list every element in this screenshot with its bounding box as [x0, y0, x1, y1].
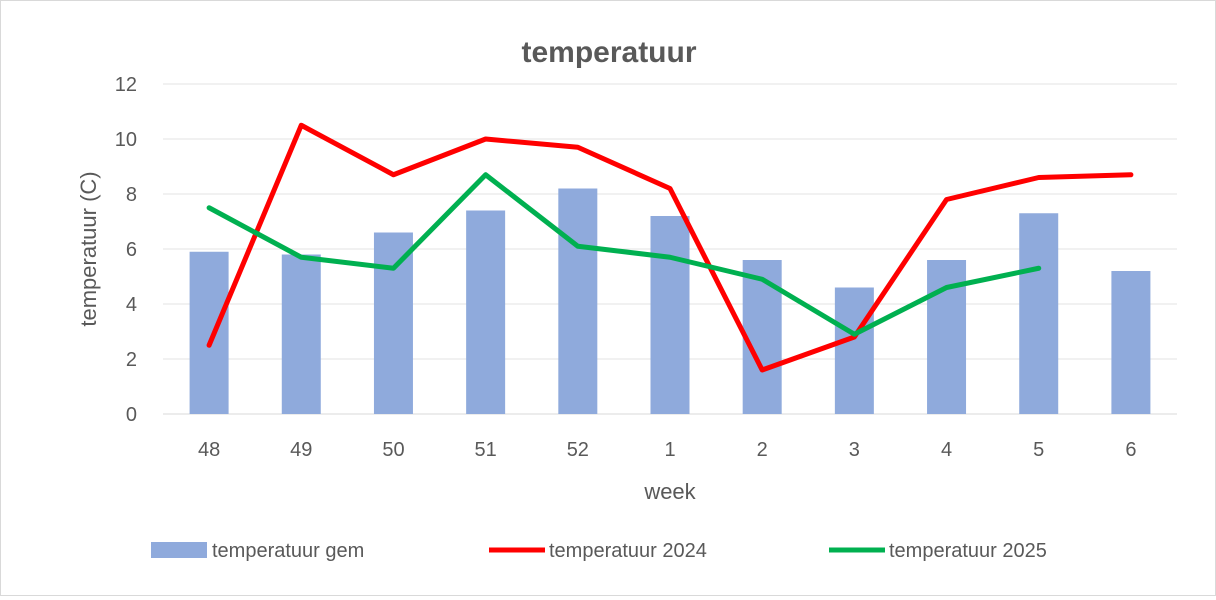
y-tick-label: 10 — [115, 129, 137, 151]
bar — [373, 232, 413, 414]
bar-series — [189, 188, 1151, 414]
x-tick-label: 49 — [290, 439, 312, 461]
x-tick-label: 2 — [757, 439, 768, 461]
y-tick-label: 12 — [115, 74, 137, 96]
x-axis-title: week — [643, 479, 696, 504]
x-tick-label: 48 — [198, 439, 220, 461]
x-tick-label: 50 — [382, 439, 404, 461]
chart-title: temperatuur — [521, 36, 696, 69]
y-tick-label: 8 — [126, 184, 137, 206]
x-tick-label: 3 — [849, 439, 860, 461]
y-tick-label: 6 — [126, 239, 137, 261]
x-tick-label: 51 — [475, 439, 497, 461]
y-tick-label: 4 — [126, 294, 137, 316]
legend-swatch — [151, 542, 207, 558]
x-axis-ticks: 48 49 50 51 52 1 2 3 4 5 6 — [198, 439, 1137, 461]
legend: temperatuur gem temperatuur 2024 temperatu… — [151, 540, 1047, 562]
legend-label: temperatuur 2025 — [889, 540, 1047, 562]
series-line — [206, 172, 1042, 337]
bar — [281, 254, 321, 414]
bar — [650, 216, 690, 414]
bar — [1019, 213, 1059, 414]
x-tick-label: 1 — [664, 439, 675, 461]
y-tick-label: 0 — [126, 404, 137, 426]
series-line — [206, 122, 1134, 373]
y-axis-ticks: 0 2 4 6 8 10 12 — [115, 74, 137, 426]
bar — [558, 188, 598, 414]
x-tick-label: 52 — [567, 439, 589, 461]
bar — [1111, 271, 1151, 414]
line-series — [206, 122, 1134, 373]
legend-label: temperatuur gem — [212, 540, 364, 562]
bar — [834, 287, 874, 414]
y-tick-label: 2 — [126, 349, 137, 371]
x-tick-label: 4 — [941, 439, 952, 461]
bar — [189, 251, 229, 414]
x-tick-label: 5 — [1033, 439, 1044, 461]
y-axis-title: temperatuur (C) — [76, 171, 101, 326]
bar — [742, 260, 782, 414]
legend-label: temperatuur 2024 — [549, 540, 707, 562]
bar — [466, 210, 506, 414]
x-tick-label: 6 — [1125, 439, 1136, 461]
